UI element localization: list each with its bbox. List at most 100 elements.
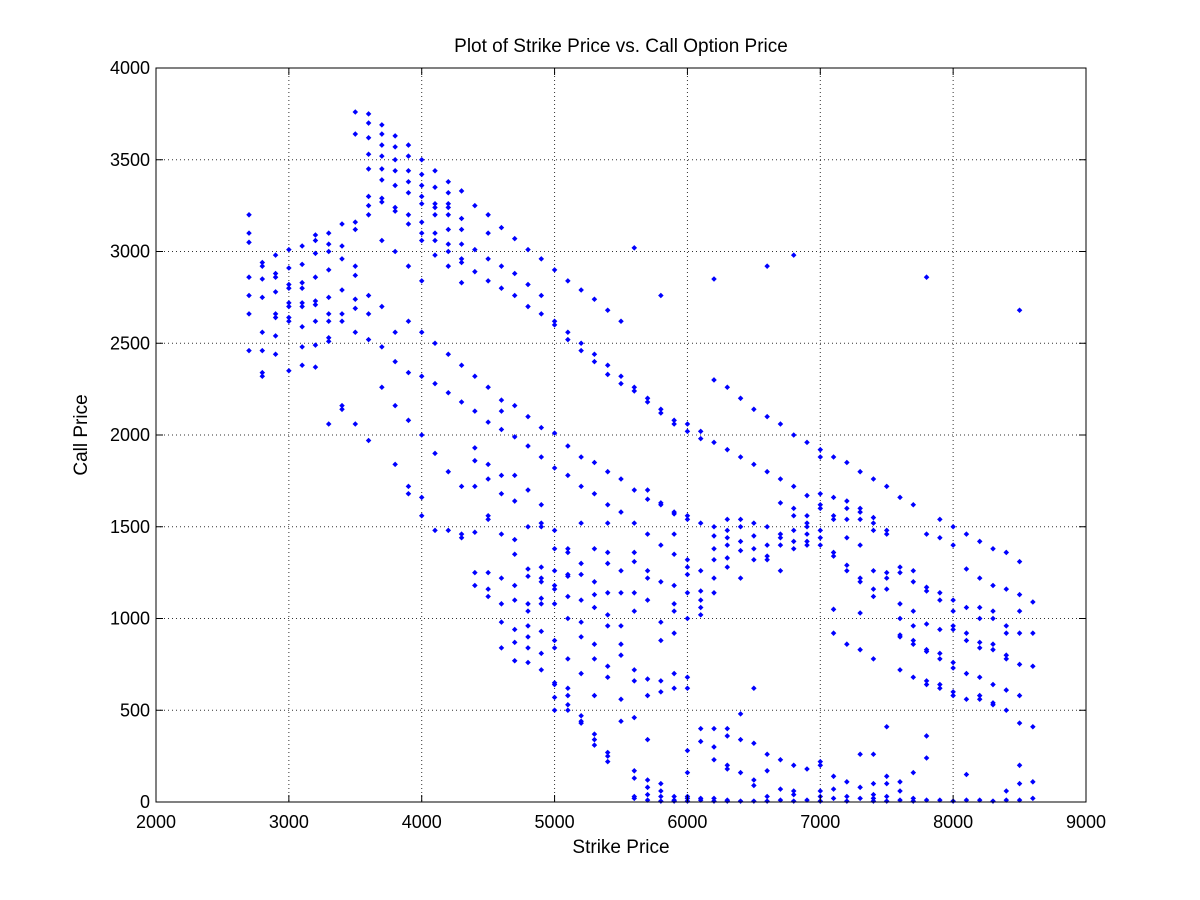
data-point [937, 650, 943, 657]
data-point [724, 725, 731, 732]
data-point [578, 670, 584, 677]
data-point [923, 531, 930, 537]
data-point [844, 562, 850, 569]
data-point [405, 221, 412, 227]
data-point [751, 740, 757, 747]
data-point [817, 527, 824, 534]
data-point [817, 788, 824, 794]
data-point [777, 500, 784, 506]
data-point [604, 623, 611, 629]
data-point [299, 300, 305, 306]
data-point [379, 344, 385, 350]
data-point [711, 377, 717, 383]
data-point [259, 276, 266, 282]
data-point [644, 784, 651, 791]
data-point [1016, 307, 1023, 313]
data-point [272, 314, 279, 321]
data-point [937, 516, 943, 523]
data-point [511, 434, 518, 440]
data-point [711, 757, 717, 763]
data-point [857, 795, 863, 802]
data-point [418, 171, 425, 178]
data-point [511, 270, 518, 277]
data-point [897, 634, 903, 640]
data-point [883, 793, 890, 800]
data-point [618, 696, 624, 703]
data-point [963, 531, 970, 537]
data-point [272, 270, 279, 277]
data-point [565, 593, 571, 600]
data-point [445, 468, 452, 475]
data-point [671, 608, 677, 614]
data-point [857, 542, 863, 548]
data-point [352, 131, 359, 137]
data-point [578, 520, 584, 526]
data-point [817, 501, 824, 508]
data-point [272, 333, 279, 339]
data-point [525, 623, 531, 629]
data-point [790, 788, 797, 794]
data-point [950, 626, 956, 633]
data-point [578, 560, 584, 567]
data-point [711, 725, 717, 732]
data-point [777, 757, 784, 763]
data-point [485, 512, 491, 519]
data-point [405, 263, 412, 269]
data-point [658, 689, 664, 695]
data-point [604, 560, 611, 567]
data-point [976, 692, 983, 699]
data-point [644, 395, 651, 402]
data-point [246, 239, 252, 246]
data-point [737, 454, 744, 460]
data-point [910, 623, 917, 629]
data-point [379, 195, 385, 202]
data-point [658, 780, 664, 787]
data-point [658, 619, 664, 625]
data-point [604, 307, 611, 313]
data-point [565, 336, 571, 343]
data-point [591, 692, 598, 699]
data-point [804, 492, 810, 499]
axis-ticks: 2000 3000 4000 5000 6000 7000 8000 9000 0 500 1000… [110, 58, 1106, 832]
data-point [1016, 780, 1023, 787]
data-point [883, 586, 890, 592]
data-point [990, 582, 996, 589]
data-point [485, 256, 491, 262]
data-point [631, 384, 638, 391]
data-point [764, 263, 770, 269]
data-point [525, 413, 531, 420]
data-point [1003, 549, 1010, 556]
data-point [551, 586, 558, 592]
data-point [830, 494, 837, 501]
data-point [458, 215, 465, 222]
data-point [405, 369, 412, 376]
data-point [1003, 652, 1010, 658]
data-point [684, 421, 691, 427]
data-point [485, 230, 491, 236]
data-point [790, 538, 797, 545]
data-point [458, 259, 465, 266]
data-point [976, 615, 983, 622]
data-point [525, 566, 531, 572]
data-point [790, 252, 797, 258]
data-point [604, 674, 611, 680]
data-point [458, 534, 465, 541]
data-point [418, 182, 425, 189]
data-point [923, 584, 930, 591]
data-point [937, 590, 943, 596]
data-point [644, 692, 651, 699]
data-point [445, 263, 452, 269]
data-point [1003, 623, 1010, 629]
data-point [671, 670, 677, 677]
data-point [870, 751, 877, 758]
data-point [538, 575, 545, 581]
data-point [1030, 723, 1036, 730]
data-point [883, 780, 890, 787]
data-point [990, 646, 996, 653]
data-point [432, 201, 438, 207]
y-tick-label: 1000 [110, 609, 150, 629]
data-point [910, 501, 917, 508]
data-point [963, 670, 970, 677]
data-point [1016, 720, 1023, 726]
data-point [312, 318, 319, 324]
